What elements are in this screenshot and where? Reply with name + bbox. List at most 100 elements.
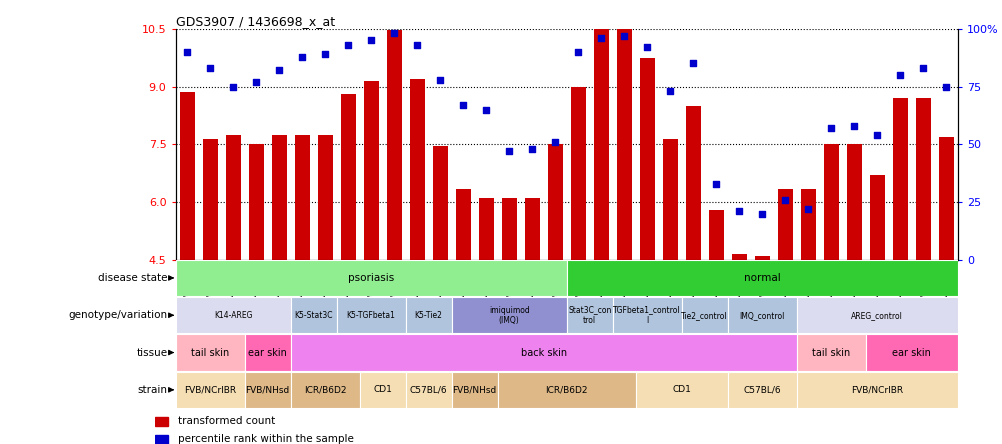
Point bbox=[224, 83, 240, 90]
Text: K5-Stat3C: K5-Stat3C bbox=[294, 311, 333, 320]
Point bbox=[478, 106, 494, 113]
Bar bbox=[451, 297, 566, 333]
Bar bbox=[248, 144, 264, 260]
Bar bbox=[616, 16, 631, 260]
Bar bbox=[800, 189, 815, 260]
Text: IMQ_control: IMQ_control bbox=[738, 311, 785, 320]
Point bbox=[684, 60, 700, 67]
Point bbox=[409, 41, 425, 48]
Point bbox=[869, 131, 885, 139]
Text: C57BL/6: C57BL/6 bbox=[410, 385, 447, 394]
Bar bbox=[360, 372, 405, 408]
Text: FVB/NHsd: FVB/NHsd bbox=[452, 385, 496, 394]
Point bbox=[800, 206, 816, 213]
Bar bbox=[455, 189, 470, 260]
Bar bbox=[865, 334, 957, 371]
Text: transformed count: transformed count bbox=[177, 416, 275, 427]
Point bbox=[638, 44, 654, 51]
Bar bbox=[892, 98, 907, 260]
Text: FVB/NCrIBR: FVB/NCrIBR bbox=[851, 385, 903, 394]
Bar bbox=[291, 372, 360, 408]
Bar bbox=[175, 260, 566, 296]
Bar bbox=[547, 144, 562, 260]
Bar bbox=[295, 135, 310, 260]
Text: CD1: CD1 bbox=[373, 385, 392, 394]
Text: K14-AREG: K14-AREG bbox=[213, 311, 253, 320]
Bar bbox=[497, 372, 635, 408]
Bar bbox=[432, 146, 447, 260]
Text: TGFbeta1_control
l: TGFbeta1_control l bbox=[613, 305, 680, 325]
Bar bbox=[570, 87, 585, 260]
Bar bbox=[708, 210, 723, 260]
Point bbox=[340, 41, 356, 48]
Bar bbox=[405, 372, 451, 408]
Point bbox=[178, 48, 194, 56]
Point bbox=[294, 53, 310, 60]
Text: tail skin: tail skin bbox=[812, 348, 850, 357]
Bar bbox=[318, 135, 333, 260]
Text: Tie2_control: Tie2_control bbox=[680, 311, 727, 320]
Bar bbox=[175, 372, 244, 408]
Text: CD1: CD1 bbox=[671, 385, 690, 394]
Text: ear skin: ear skin bbox=[892, 348, 930, 357]
Bar bbox=[272, 135, 287, 260]
Text: strain: strain bbox=[137, 385, 167, 395]
Text: psoriasis: psoriasis bbox=[348, 273, 394, 283]
Bar bbox=[386, 30, 401, 260]
Point bbox=[777, 196, 793, 203]
Point bbox=[501, 148, 517, 155]
Bar bbox=[524, 198, 539, 260]
Bar bbox=[796, 334, 865, 371]
Text: ear skin: ear skin bbox=[247, 348, 287, 357]
Point bbox=[386, 30, 402, 37]
Bar bbox=[291, 334, 796, 371]
Bar bbox=[478, 198, 493, 260]
Bar bbox=[566, 297, 612, 333]
Text: AREG_control: AREG_control bbox=[851, 311, 903, 320]
Text: imiquimod
(IMQ): imiquimod (IMQ) bbox=[488, 305, 529, 325]
Text: FVB/NHsd: FVB/NHsd bbox=[245, 385, 290, 394]
Text: ICR/B6D2: ICR/B6D2 bbox=[545, 385, 587, 394]
Point bbox=[569, 48, 585, 56]
Bar bbox=[337, 297, 405, 333]
Text: FVB/NCrIBR: FVB/NCrIBR bbox=[183, 385, 235, 394]
Bar bbox=[755, 256, 769, 260]
Bar bbox=[915, 98, 930, 260]
Point bbox=[754, 210, 770, 217]
Point bbox=[823, 125, 839, 132]
Point bbox=[892, 71, 908, 79]
Point bbox=[455, 102, 471, 109]
Bar bbox=[796, 372, 957, 408]
Text: tail skin: tail skin bbox=[190, 348, 228, 357]
Text: C57BL/6: C57BL/6 bbox=[742, 385, 781, 394]
Bar bbox=[364, 81, 378, 260]
Text: K5-TGFbeta1: K5-TGFbeta1 bbox=[347, 311, 395, 320]
Bar bbox=[777, 189, 792, 260]
Bar bbox=[291, 297, 337, 333]
Point bbox=[730, 208, 746, 215]
Text: percentile rank within the sample: percentile rank within the sample bbox=[177, 434, 353, 444]
Bar bbox=[685, 106, 700, 260]
Bar bbox=[681, 297, 727, 333]
Text: Stat3C_con
trol: Stat3C_con trol bbox=[567, 305, 611, 325]
Bar bbox=[409, 79, 424, 260]
Bar bbox=[662, 139, 677, 260]
Bar bbox=[501, 198, 516, 260]
Bar bbox=[869, 175, 884, 260]
Point bbox=[524, 145, 540, 152]
Text: normal: normal bbox=[743, 273, 780, 283]
Bar bbox=[796, 297, 957, 333]
Point bbox=[271, 67, 287, 74]
Bar bbox=[175, 334, 244, 371]
Bar bbox=[593, 16, 608, 260]
Bar bbox=[727, 372, 796, 408]
Bar bbox=[727, 297, 796, 333]
Point bbox=[592, 35, 608, 42]
Point bbox=[201, 64, 217, 71]
Text: back skin: back skin bbox=[520, 348, 566, 357]
Point bbox=[846, 122, 862, 129]
Bar bbox=[451, 372, 497, 408]
Bar bbox=[244, 334, 291, 371]
Bar bbox=[341, 94, 356, 260]
Bar bbox=[155, 417, 168, 426]
